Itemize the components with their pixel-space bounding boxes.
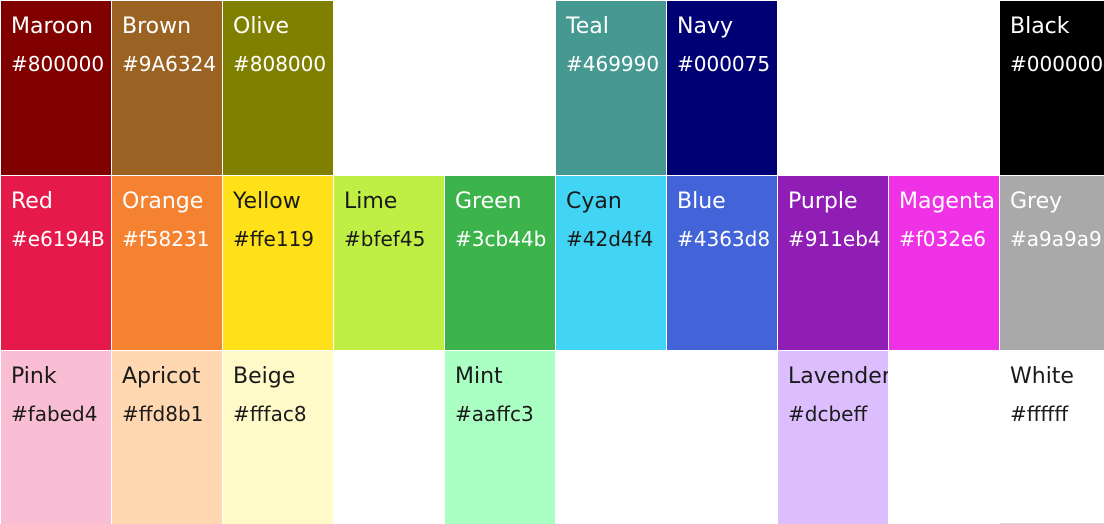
- swatch-name: Lavender: [788, 364, 888, 389]
- swatch-black: Black #000000: [1000, 1, 1104, 175]
- swatch-hex-code: #469990: [566, 52, 660, 76]
- swatch-navy: Navy #000075: [667, 1, 777, 175]
- swatch-pink: Pink #fabed4: [1, 351, 111, 524]
- swatch-hex-code: #bfef45: [344, 227, 426, 251]
- empty-cell: [889, 351, 999, 524]
- swatch-orange: Orange #f58231: [112, 176, 222, 350]
- swatch-name: Blue: [677, 189, 726, 214]
- swatch-grey: Grey #a9a9a9: [1000, 176, 1104, 350]
- empty-cell: [556, 351, 666, 524]
- swatch-name: Lime: [344, 189, 398, 214]
- swatch-name: Red: [11, 189, 53, 214]
- swatch-name: Grey: [1010, 189, 1063, 214]
- swatch-hex-code: #800000: [11, 52, 105, 76]
- swatch-name: Pink: [11, 364, 57, 389]
- swatch-name: Mint: [455, 364, 503, 389]
- empty-cell: [667, 351, 777, 524]
- swatch-hex-code: #9A6324: [122, 52, 217, 76]
- empty-cell: [334, 351, 444, 524]
- swatch-hex-code: #f032e6: [899, 227, 987, 251]
- swatch-name: Navy: [677, 14, 733, 39]
- swatch-name: White: [1010, 364, 1074, 389]
- swatch-hex-code: #fabed4: [11, 402, 98, 426]
- swatch-name: Purple: [788, 189, 858, 214]
- swatch-name: Black: [1010, 14, 1070, 39]
- swatch-hex-code: #aaffc3: [455, 402, 534, 426]
- swatch-name: Yellow: [233, 189, 301, 214]
- swatch-blue: Blue #4363d8: [667, 176, 777, 350]
- swatch-hex-code: #ffd8b1: [122, 402, 204, 426]
- swatch-hex-code: #e6194B: [11, 227, 105, 251]
- swatch-hex-code: #fffac8: [233, 402, 307, 426]
- swatch-name: Magenta: [899, 189, 996, 214]
- swatch-name: Maroon: [11, 14, 93, 39]
- swatch-hex-code: #42d4f4: [566, 227, 654, 251]
- swatch-beige: Beige #fffac8: [223, 351, 333, 524]
- swatch-red: Red #e6194B: [1, 176, 111, 350]
- swatch-hex-code: #dcbeff: [788, 402, 868, 426]
- swatch-name: Cyan: [566, 189, 622, 214]
- swatch-magenta: Magenta #f032e6: [889, 176, 999, 350]
- swatch-yellow: Yellow #ffe119: [223, 176, 333, 350]
- swatch-hex-code: #000000: [1010, 52, 1104, 76]
- swatch-cyan: Cyan #42d4f4: [556, 176, 666, 350]
- swatch-white: White #ffffff: [1000, 351, 1104, 524]
- swatch-hex-code: #ffe119: [233, 227, 315, 251]
- empty-cell: [778, 1, 888, 175]
- swatch-name: Green: [455, 189, 522, 214]
- swatch-olive: Olive #808000: [223, 1, 333, 175]
- swatch-name: Teal: [566, 14, 609, 39]
- swatch-lime: Lime #bfef45: [334, 176, 444, 350]
- empty-cell: [445, 1, 555, 175]
- swatch-hex-code: #ffffff: [1010, 402, 1069, 426]
- swatch-brown: Brown #9A6324: [112, 1, 222, 175]
- swatch-name: Apricot: [122, 364, 201, 389]
- swatch-maroon: Maroon #800000: [1, 1, 111, 175]
- swatch-hex-code: #a9a9a9: [1010, 227, 1102, 251]
- swatch-apricot: Apricot #ffd8b1: [112, 351, 222, 524]
- swatch-hex-code: #911eb4: [788, 227, 881, 251]
- swatch-hex-code: #3cb44b: [455, 227, 547, 251]
- swatch-hex-code: #808000: [233, 52, 327, 76]
- swatch-teal: Teal #469990: [556, 1, 666, 175]
- swatch-name: Beige: [233, 364, 296, 389]
- empty-cell: [334, 1, 444, 175]
- swatch-hex-code: #000075: [677, 52, 771, 76]
- swatch-name: Orange: [122, 189, 204, 214]
- swatch-lavender: Lavender #dcbeff: [778, 351, 888, 524]
- swatch-purple: Purple #911eb4: [778, 176, 888, 350]
- swatch-mint: Mint #aaffc3: [445, 351, 555, 524]
- empty-cell: [889, 1, 999, 175]
- swatch-hex-code: #4363d8: [677, 227, 771, 251]
- swatch-green: Green #3cb44b: [445, 176, 555, 350]
- swatch-name: Olive: [233, 14, 290, 39]
- swatch-hex-code: #f58231: [122, 227, 210, 251]
- swatch-name: Brown: [122, 14, 192, 39]
